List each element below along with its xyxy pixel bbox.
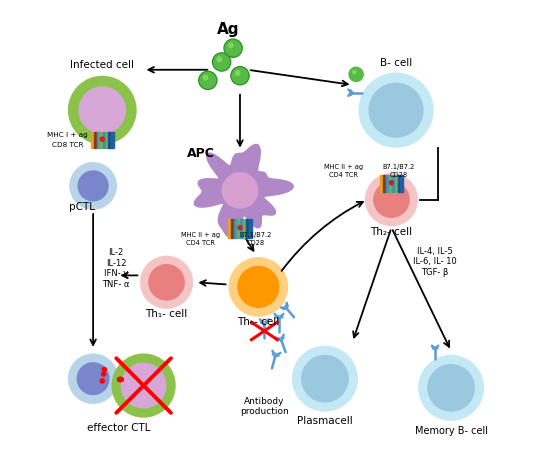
Circle shape [203,75,209,80]
Bar [246,219,249,238]
Text: Memory B- cell: Memory B- cell [415,425,488,436]
Bar [105,132,108,148]
Circle shape [373,181,410,218]
Circle shape [99,378,105,384]
Bar [398,175,400,192]
Bar [240,219,243,238]
Circle shape [237,266,280,308]
Circle shape [99,136,105,142]
Text: pCTL: pCTL [69,202,95,213]
Text: MHC II + ag: MHC II + ag [181,232,220,239]
Bar [383,175,386,192]
Circle shape [121,363,166,409]
Bar [395,175,397,192]
Text: CD8 TCR: CD8 TCR [52,141,84,148]
Bar [108,132,111,148]
Circle shape [292,346,358,412]
Polygon shape [194,145,293,238]
Circle shape [418,355,484,421]
Text: Plasmacell: Plasmacell [297,416,353,426]
Circle shape [231,67,249,85]
Text: MHC II + ag: MHC II + ag [324,163,363,170]
Text: Th₁- cell: Th₁- cell [146,309,187,319]
Bar [243,219,246,238]
Circle shape [352,70,357,74]
Circle shape [365,173,418,226]
Bar [99,132,102,148]
Circle shape [76,362,109,395]
Text: Infected cell: Infected cell [70,60,134,70]
Text: CD28: CD28 [389,172,407,179]
Bar [392,175,395,192]
Circle shape [217,56,222,62]
Circle shape [68,76,137,145]
Circle shape [222,172,258,209]
Circle shape [68,353,118,404]
Text: CD28: CD28 [247,240,265,246]
Bar [232,219,234,238]
Circle shape [358,73,434,148]
Text: Antibody
production: Antibody production [240,397,288,416]
Bar [112,132,114,148]
Circle shape [427,364,475,412]
Text: Th₂- cell: Th₂- cell [371,227,412,237]
Text: B- cell: B- cell [380,58,412,68]
Text: IL-4, IL-5
IL-6, IL- 10
TGF- β: IL-4, IL-5 IL-6, IL- 10 TGF- β [413,247,457,276]
Circle shape [301,355,349,403]
Bar [388,175,391,192]
Bar [380,175,382,192]
Circle shape [148,264,185,301]
Circle shape [78,170,109,202]
Text: CD4 TCR: CD4 TCR [329,172,358,179]
Circle shape [69,162,117,210]
Text: APC: APC [187,147,215,160]
Bar [103,132,105,148]
Text: MHC I + ag: MHC I + ag [47,132,88,139]
Circle shape [228,43,234,48]
Bar [228,219,231,238]
Text: B7.1/B7.2: B7.1/B7.2 [382,163,415,170]
Text: effector CTL: effector CTL [86,423,150,433]
Circle shape [102,367,107,372]
Circle shape [140,256,193,309]
Circle shape [79,86,126,134]
Text: IL-2
IL-12
IFN- γ
TNF- α: IL-2 IL-12 IFN- γ TNF- α [102,248,130,289]
Circle shape [235,70,240,76]
Circle shape [229,257,288,317]
Circle shape [101,371,107,377]
Circle shape [389,180,394,185]
Text: CD4 TCR: CD4 TCR [186,240,215,246]
Bar [401,175,403,192]
Circle shape [112,353,176,418]
Bar [94,132,96,148]
Text: B7.1/B7.2: B7.1/B7.2 [240,232,272,239]
Bar [91,132,93,148]
Circle shape [368,83,424,138]
Circle shape [348,67,364,82]
Bar [237,219,239,238]
Text: Th₀- cell: Th₀- cell [237,317,280,327]
Bar [249,219,252,238]
Circle shape [224,39,242,57]
Circle shape [237,225,243,230]
Bar [386,175,388,192]
Bar [97,132,99,148]
Circle shape [213,53,231,71]
Bar [234,219,237,238]
Circle shape [199,71,217,90]
Text: Ag: Ag [217,22,240,37]
